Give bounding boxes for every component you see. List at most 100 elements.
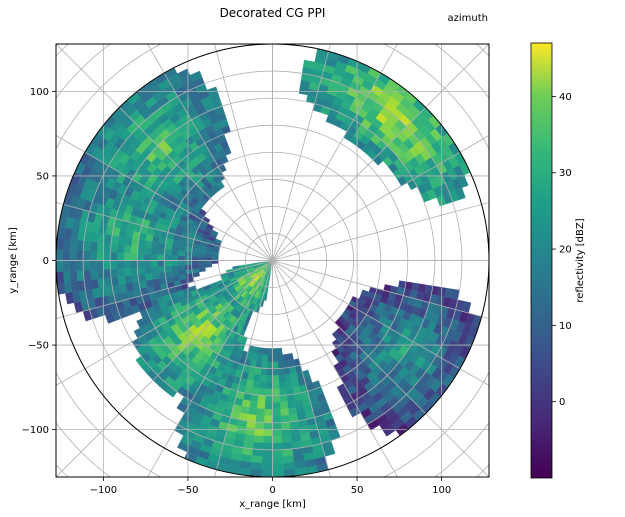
y-tick-label: 100 xyxy=(30,87,49,98)
reflectivity-cell xyxy=(272,348,278,356)
reflectivity-cell xyxy=(170,249,179,256)
reflectivity-cell xyxy=(150,260,158,268)
reflectivity-cell xyxy=(150,253,158,261)
reflectivity-cell xyxy=(262,442,273,451)
colorbar-tick-label: 30 xyxy=(559,168,572,179)
reflectivity-cell xyxy=(264,395,273,403)
reflectivity-cell xyxy=(253,373,261,382)
reflectivity-cell xyxy=(277,361,284,369)
reflectivity-cell xyxy=(272,456,284,464)
reflectivity-cell xyxy=(82,250,91,261)
reflectivity-cell xyxy=(136,318,147,329)
reflectivity-cell xyxy=(123,244,132,254)
reflectivity-cell xyxy=(191,264,199,270)
reflectivity-cell xyxy=(255,415,265,423)
reflectivity-cell xyxy=(171,270,180,277)
reflectivity-cell xyxy=(283,367,291,376)
reflectivity-cell xyxy=(151,272,160,280)
azimuth-spoke xyxy=(56,202,273,261)
reflectivity-cell xyxy=(198,263,206,269)
reflectivity-cell xyxy=(189,70,203,82)
reflectivity-cell xyxy=(382,424,396,437)
reflectivity-cell xyxy=(157,271,166,279)
reflectivity-cell xyxy=(109,260,118,270)
reflectivity-cell xyxy=(69,260,77,272)
reflectivity-cell xyxy=(264,408,273,417)
y-tick-label: −100 xyxy=(22,425,49,436)
reflectivity-cell xyxy=(130,260,138,269)
reflectivity-cell xyxy=(130,245,139,254)
reflectivity-cell xyxy=(103,251,111,261)
reflectivity-cell xyxy=(276,347,283,356)
azimuth-spoke xyxy=(56,135,273,261)
reflectivity-cell xyxy=(157,260,165,267)
x-tick-label: −100 xyxy=(90,485,117,496)
reflectivity-cell xyxy=(272,415,282,424)
y-tick-label: 0 xyxy=(43,256,49,267)
reflectivity-cell xyxy=(89,250,97,261)
reflectivity-cell xyxy=(278,367,285,376)
reflectivity-cell xyxy=(282,360,290,369)
azimuth-spoke xyxy=(56,260,273,386)
reflectivity-cell xyxy=(261,361,268,369)
reflectivity-cell xyxy=(152,278,161,286)
x-tick-label: 50 xyxy=(351,485,364,496)
reflectivity-cell xyxy=(256,408,265,417)
reflectivity-cell xyxy=(204,260,212,265)
azimuth-spoke xyxy=(272,260,398,477)
x-tick-label: 0 xyxy=(269,485,275,496)
reflectivity-cell xyxy=(123,260,131,269)
reflectivity-cell xyxy=(252,380,260,389)
reflectivity-cell xyxy=(170,265,179,272)
reflectivity-cell xyxy=(116,268,125,277)
reflectivity-cell xyxy=(251,448,263,457)
reflectivity-cell xyxy=(184,268,193,275)
reflectivity-cell xyxy=(265,375,273,383)
reflectivity-cell xyxy=(177,260,185,266)
reflectivity-cell xyxy=(137,267,145,275)
reflectivity-cell xyxy=(272,395,281,403)
reflectivity-cell xyxy=(272,436,283,444)
reflectivity-cell xyxy=(262,347,269,356)
reflectivity-cell xyxy=(151,241,160,249)
reflectivity-cell xyxy=(97,278,106,289)
azimuth-spoke xyxy=(272,44,331,261)
reflectivity-cell xyxy=(103,242,112,253)
colorbar-tick-label: 40 xyxy=(559,92,572,103)
reflectivity-cell xyxy=(191,256,199,261)
reflectivity-cell xyxy=(261,456,273,464)
reflectivity-cell xyxy=(150,266,159,274)
reflectivity-cell xyxy=(144,240,153,248)
reflectivity-cell xyxy=(279,394,288,403)
reflectivity-cell xyxy=(56,260,64,272)
reflectivity-cell xyxy=(164,254,172,261)
reflectivity-cell xyxy=(244,427,255,436)
reflectivity-cell xyxy=(264,402,273,410)
reflectivity-cell xyxy=(247,407,258,416)
reflectivity-cell xyxy=(263,415,273,424)
azimuth-spoke xyxy=(272,44,398,261)
y-tick-label: −50 xyxy=(28,341,49,352)
reflectivity-cell xyxy=(266,368,273,376)
reflectivity-cell xyxy=(137,253,145,261)
reflectivity-cell xyxy=(103,260,111,270)
reflectivity-cell xyxy=(143,246,152,255)
reflectivity-cell xyxy=(257,394,266,403)
reflectivity-cell xyxy=(282,455,294,464)
reflectivity-cell xyxy=(267,354,273,363)
reflectivity-cell xyxy=(272,381,280,390)
azimuth-spoke xyxy=(56,260,273,319)
reflectivity-cell xyxy=(259,374,267,383)
reflectivity-cell xyxy=(282,462,295,471)
azimuth-spoke xyxy=(272,260,489,477)
reflectivity-cell xyxy=(263,429,273,437)
reflectivity-cell xyxy=(285,380,293,389)
reflectivity-cell xyxy=(211,257,219,261)
reflectivity-cell xyxy=(278,381,287,390)
chart-title: Decorated CG PPI xyxy=(220,6,326,20)
azimuth-spoke xyxy=(214,44,273,261)
reflectivity-cell xyxy=(211,260,219,264)
reflectivity-cell xyxy=(272,368,279,376)
reflectivity-cell xyxy=(263,422,273,430)
reflectivity-cell xyxy=(280,408,289,417)
